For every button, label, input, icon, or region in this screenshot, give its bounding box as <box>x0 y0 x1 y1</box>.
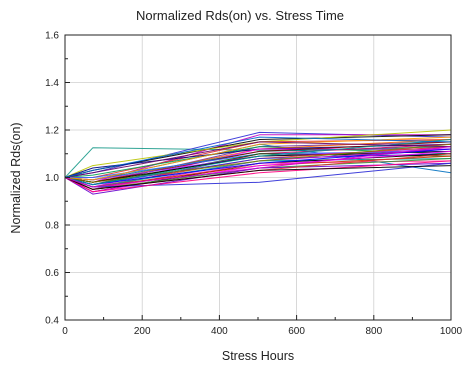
series-line-34 <box>64 160 452 193</box>
series-line-9 <box>64 146 452 178</box>
x-tick-label: 600 <box>288 326 305 337</box>
x-tick-label: 800 <box>365 326 382 337</box>
y-tick-label: 0.6 <box>45 268 59 279</box>
y-tick-label: 0.8 <box>45 221 59 232</box>
series-line-36 <box>64 139 452 186</box>
y-tick-label: 1.0 <box>45 173 59 184</box>
x-tick-label: 0 <box>62 326 68 337</box>
series-line-38 <box>64 141 452 178</box>
series-line-39 <box>64 136 452 178</box>
series-line-31 <box>64 162 452 195</box>
y-tick-label: 1.4 <box>45 78 59 89</box>
y-tick-label: 1.6 <box>45 31 59 42</box>
series-group <box>64 129 452 195</box>
y-tick-label: 0.4 <box>45 316 59 327</box>
x-tick-label: 200 <box>134 326 151 337</box>
x-tick-label: 400 <box>211 326 228 337</box>
series-line-37 <box>64 136 452 181</box>
series-line-1 <box>64 147 452 178</box>
x-tick-labels: 0 200 400 600 800 1000 <box>62 326 462 337</box>
y-tick-label: 1.2 <box>45 126 59 137</box>
x-tick-label: 1000 <box>440 326 463 337</box>
series-line-24 <box>64 143 452 183</box>
x-axis-label: Stress Hours <box>222 349 294 363</box>
series-line-35 <box>64 165 452 190</box>
series-line-40 <box>64 146 452 188</box>
ticks <box>64 34 452 321</box>
chart-title: Normalized Rds(on) vs. Stress Time <box>136 8 344 23</box>
y-tick-labels: 0.4 0.6 0.8 1.0 1.2 1.4 1.6 <box>45 31 59 327</box>
y-axis-label: Normalized Rds(on) <box>9 122 23 233</box>
